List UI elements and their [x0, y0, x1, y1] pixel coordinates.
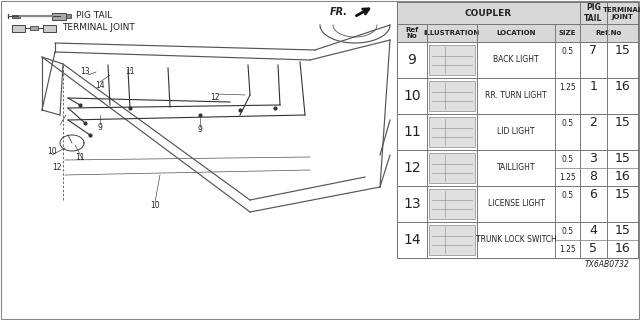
Bar — [429, 153, 475, 183]
Text: 11: 11 — [76, 154, 84, 163]
Bar — [607, 2, 638, 24]
Text: TAILLIGHT: TAILLIGHT — [497, 164, 535, 172]
Bar — [429, 81, 475, 111]
Text: 15: 15 — [614, 188, 630, 202]
Text: LID LIGHT: LID LIGHT — [497, 127, 535, 137]
Bar — [429, 225, 475, 255]
Text: 11: 11 — [403, 125, 421, 139]
Text: 2: 2 — [589, 116, 597, 130]
Text: SIZE: SIZE — [559, 30, 576, 36]
Text: 16: 16 — [614, 171, 630, 183]
Text: 1: 1 — [589, 81, 597, 93]
Text: COUPLER: COUPLER — [465, 9, 512, 18]
Text: 5: 5 — [589, 243, 598, 255]
Text: BACK LIGHT: BACK LIGHT — [493, 55, 539, 65]
Bar — [397, 24, 638, 42]
Text: 9: 9 — [198, 125, 202, 134]
Bar — [66, 14, 71, 18]
Text: TERMINAL JOINT: TERMINAL JOINT — [62, 23, 135, 33]
Text: 0.5: 0.5 — [561, 155, 573, 164]
Text: 15: 15 — [614, 44, 630, 58]
Text: 1.25: 1.25 — [559, 83, 576, 92]
Text: 9: 9 — [97, 123, 102, 132]
Text: TX6AB0732: TX6AB0732 — [584, 260, 629, 269]
Text: PIG
TAIL: PIG TAIL — [584, 3, 603, 23]
Text: Ref
No: Ref No — [405, 27, 419, 39]
Bar — [30, 26, 38, 30]
Text: TRUNK LOCK SWITCH: TRUNK LOCK SWITCH — [476, 236, 556, 244]
Text: 0.5: 0.5 — [561, 118, 573, 127]
Text: 4: 4 — [589, 225, 597, 237]
Bar — [397, 186, 638, 222]
Text: 11: 11 — [125, 68, 135, 76]
Text: LOCATION: LOCATION — [496, 30, 536, 36]
Text: 12: 12 — [403, 161, 421, 175]
Text: 6: 6 — [589, 188, 597, 202]
Bar — [397, 114, 638, 150]
Bar — [397, 222, 638, 258]
Text: 1.25: 1.25 — [559, 244, 576, 253]
Bar — [397, 2, 638, 258]
Text: 12: 12 — [211, 92, 220, 101]
Text: 13: 13 — [80, 68, 90, 76]
Bar — [429, 189, 475, 219]
Text: RR. TURN LIGHT: RR. TURN LIGHT — [485, 92, 547, 100]
Bar — [397, 78, 638, 114]
Text: 14: 14 — [403, 233, 421, 247]
Bar — [43, 25, 56, 31]
Text: LICENSE LIGHT: LICENSE LIGHT — [488, 199, 545, 209]
Bar — [52, 12, 66, 20]
Text: 8: 8 — [589, 171, 598, 183]
Text: PIG TAIL: PIG TAIL — [76, 12, 112, 20]
Bar — [429, 45, 475, 75]
Bar — [397, 42, 638, 78]
Text: 15: 15 — [614, 116, 630, 130]
Bar — [429, 117, 475, 147]
Text: Ref.No: Ref.No — [596, 30, 622, 36]
Text: 16: 16 — [614, 243, 630, 255]
Bar — [580, 2, 607, 24]
Text: 10: 10 — [47, 148, 57, 156]
Text: 13: 13 — [403, 197, 421, 211]
Text: TERMINAL
JOINT: TERMINAL JOINT — [602, 6, 640, 20]
Text: 15: 15 — [614, 153, 630, 165]
Text: 14: 14 — [95, 81, 105, 90]
Text: 3: 3 — [589, 153, 597, 165]
Text: 9: 9 — [408, 53, 417, 67]
Bar — [12, 25, 25, 31]
Text: ILLUSTRATION: ILLUSTRATION — [424, 30, 480, 36]
Bar — [397, 150, 638, 186]
Text: 10: 10 — [150, 201, 160, 210]
Text: 10: 10 — [403, 89, 421, 103]
Text: 16: 16 — [614, 81, 630, 93]
Text: 15: 15 — [614, 225, 630, 237]
Text: FR.: FR. — [330, 7, 348, 17]
Text: 0.5: 0.5 — [561, 190, 573, 199]
Bar — [12, 14, 20, 18]
Bar — [397, 2, 580, 24]
Text: 0.5: 0.5 — [561, 46, 573, 55]
Text: 0.5: 0.5 — [561, 227, 573, 236]
Text: 12: 12 — [52, 164, 61, 172]
Text: 1.25: 1.25 — [559, 172, 576, 181]
Text: 7: 7 — [589, 44, 598, 58]
